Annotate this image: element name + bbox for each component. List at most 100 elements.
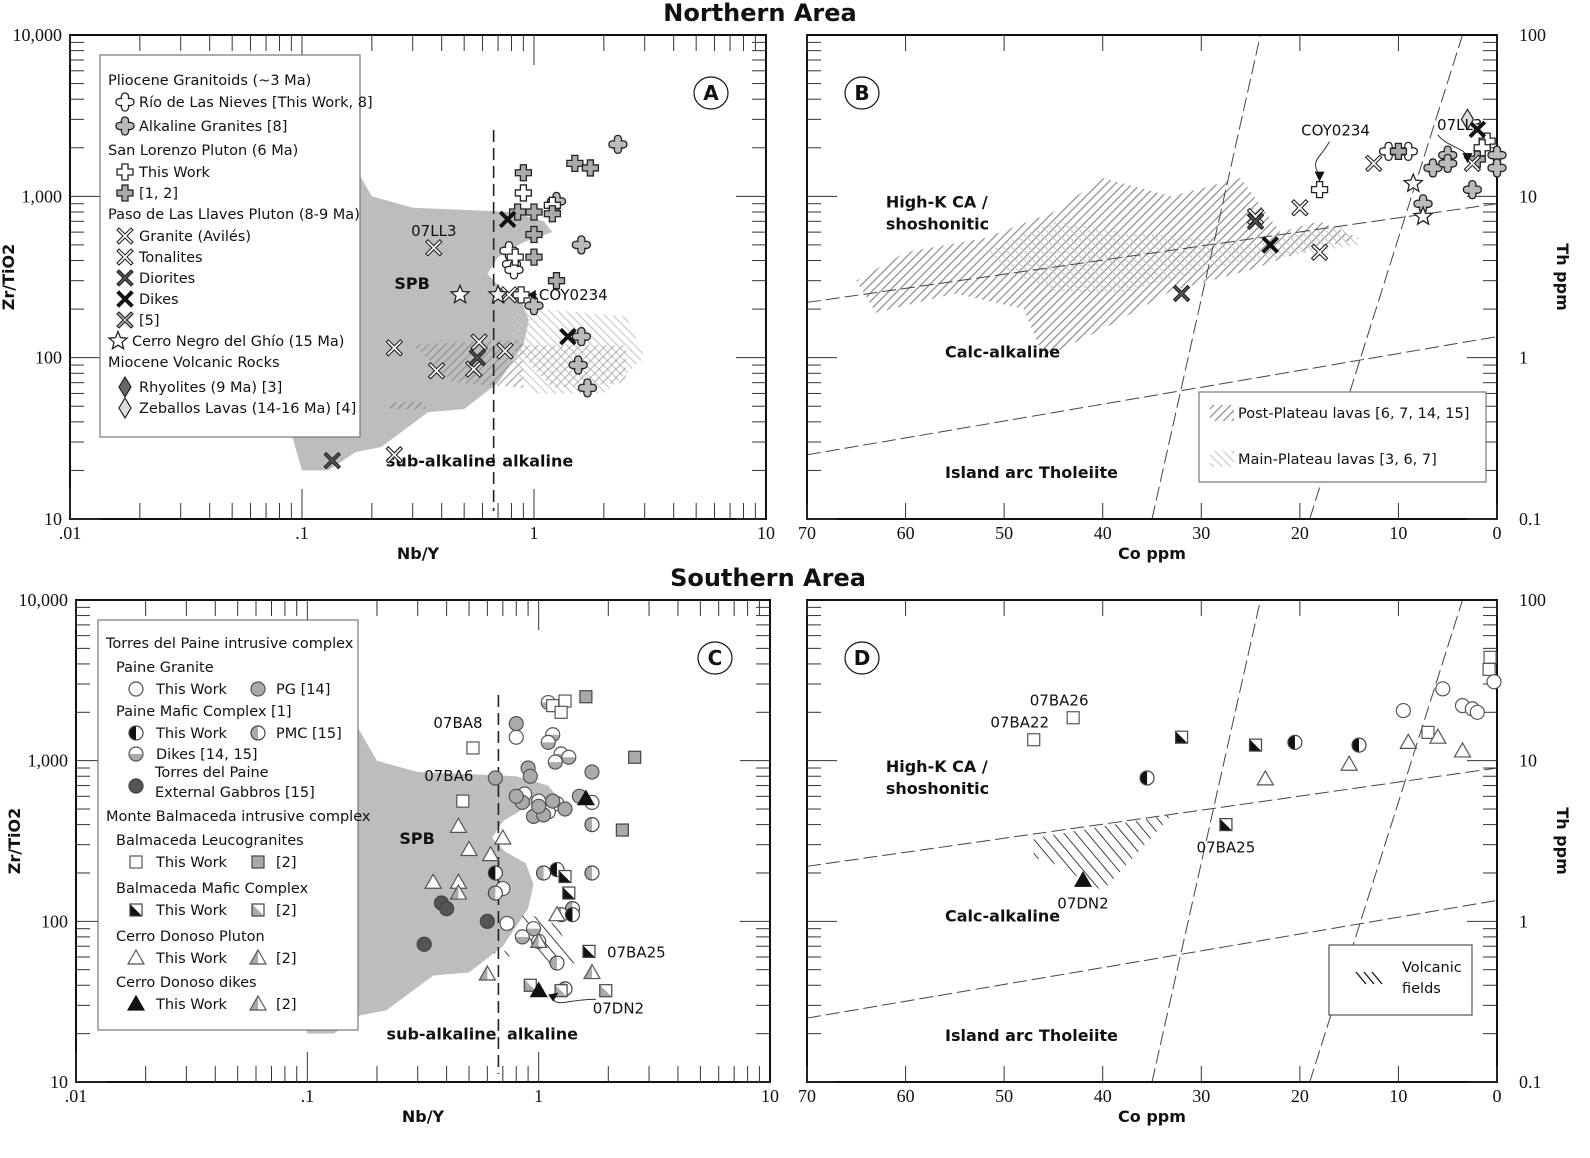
field-label: SPB xyxy=(394,274,429,293)
legend-d: Volcanic fields xyxy=(1328,944,1473,1016)
circle-half xyxy=(526,928,541,936)
square-outline xyxy=(562,886,576,900)
data-point xyxy=(466,741,480,755)
legend-a: Pliocene Granitoids (~3 Ma) Río de Las Ni… xyxy=(99,54,373,438)
data-point xyxy=(584,817,600,833)
star-shape xyxy=(107,329,129,351)
legend-item-label: Diorites xyxy=(139,271,195,287)
quatrefoil-shape xyxy=(608,134,628,154)
legend-item-label: PMC [15] xyxy=(276,726,342,742)
y-tick-label: 1 xyxy=(1519,911,1528,931)
data-point xyxy=(547,754,563,770)
circle-half xyxy=(251,726,258,740)
legend-marker xyxy=(116,184,134,202)
legend-frame xyxy=(99,54,361,438)
data-point xyxy=(599,984,613,998)
annotation-07ll3: 07LL3 xyxy=(1437,116,1482,134)
square-outline xyxy=(129,903,143,917)
data-point xyxy=(584,865,600,881)
legend-group-title: Miocene Volcanic Rocks xyxy=(108,355,280,371)
data-point xyxy=(525,921,542,937)
legend-item-label: Torres del Paine xyxy=(154,765,269,781)
circle-outline xyxy=(487,885,503,901)
arrowhead-icon xyxy=(548,992,559,1002)
data-point xyxy=(1482,662,1496,676)
plot-frame xyxy=(806,599,1498,1083)
triangle-shape xyxy=(547,905,567,922)
legend-marker xyxy=(1210,451,1234,467)
legend-marker xyxy=(1355,971,1383,985)
legend-marker xyxy=(116,269,134,287)
discrimination-line xyxy=(806,899,1498,1019)
circle-outline xyxy=(128,725,144,741)
circle-half xyxy=(541,742,556,750)
panel-letter-badge: C xyxy=(697,641,733,675)
data-point xyxy=(508,788,524,804)
data-point xyxy=(504,260,524,280)
y-tick-label: 10,000 xyxy=(13,25,63,45)
legend-item-label: Volcanic xyxy=(1402,960,1462,976)
legend-item-label: This Work xyxy=(155,855,228,871)
field-label: shoshonitic xyxy=(886,215,989,234)
data-point xyxy=(1469,704,1485,720)
data-point xyxy=(564,907,581,923)
hatch-swatch xyxy=(1210,405,1234,421)
y-tick-label: 100 xyxy=(1519,25,1546,45)
square-half xyxy=(252,904,264,916)
y-tick-label: 100 xyxy=(35,348,62,368)
data-point xyxy=(1291,198,1309,217)
star-shape xyxy=(487,283,509,304)
diamond-shape xyxy=(118,396,132,420)
x-shape xyxy=(116,290,134,308)
square-outline xyxy=(599,984,613,998)
circle-shape xyxy=(499,915,515,932)
circle-outline xyxy=(547,754,563,770)
square-outline xyxy=(1174,730,1189,744)
discrimination-line xyxy=(806,203,1498,303)
x-shape xyxy=(427,361,446,380)
data-point xyxy=(554,984,568,998)
arrowhead-icon xyxy=(1462,153,1473,164)
data-point xyxy=(449,817,468,833)
square-outline xyxy=(1248,738,1263,752)
legend-item-label: Post-Plateau lavas [6, 7, 14, 15] xyxy=(1238,406,1469,422)
data-point xyxy=(1310,243,1329,262)
annotation-coy0234: COY0234 xyxy=(539,286,608,304)
data-point xyxy=(535,865,552,881)
data-point xyxy=(1261,236,1280,254)
circle-half xyxy=(584,865,592,880)
panel-letter-circle xyxy=(697,641,733,675)
data-point xyxy=(1412,205,1434,226)
x-shape xyxy=(1261,236,1280,254)
hatch-swatch xyxy=(1210,451,1234,467)
x-shape xyxy=(116,311,134,329)
x-tick-label: 10 xyxy=(1389,1086,1407,1106)
x-shape xyxy=(1246,212,1265,231)
data-point xyxy=(1066,711,1080,725)
field-label: High-K CA / xyxy=(886,757,988,776)
x-tick-label: 50 xyxy=(995,1086,1013,1106)
x-tick-label: 1 xyxy=(530,523,539,543)
data-point xyxy=(1351,737,1367,753)
data-point xyxy=(531,798,547,814)
legend-item-label: This Work xyxy=(155,951,228,967)
square-shape xyxy=(615,823,629,837)
x-shape xyxy=(500,286,518,304)
data-point xyxy=(439,901,455,917)
data-point xyxy=(582,944,596,958)
annotation-07ll3: 07LL3 xyxy=(411,222,456,240)
x-tick-label: 70 xyxy=(798,1086,816,1106)
data-point xyxy=(554,705,568,719)
square-shape xyxy=(1482,662,1496,676)
legend-item-label: [2] xyxy=(276,997,297,1013)
circle-outline xyxy=(549,955,565,971)
annotation-07dn2: 07DN2 xyxy=(593,999,644,1017)
data-point xyxy=(1428,727,1447,744)
data-point xyxy=(579,690,593,704)
panel-c: 10 100 1,000 10,000 .01 .1 1 10 Nb/Y Zr/TiO2 C SPB s… xyxy=(5,590,779,1126)
x-tick-label: .01 xyxy=(59,523,82,543)
quatrefoil-shape xyxy=(1487,158,1507,178)
data-point xyxy=(1256,769,1275,786)
data-point xyxy=(547,905,567,922)
circle-half xyxy=(549,956,557,971)
